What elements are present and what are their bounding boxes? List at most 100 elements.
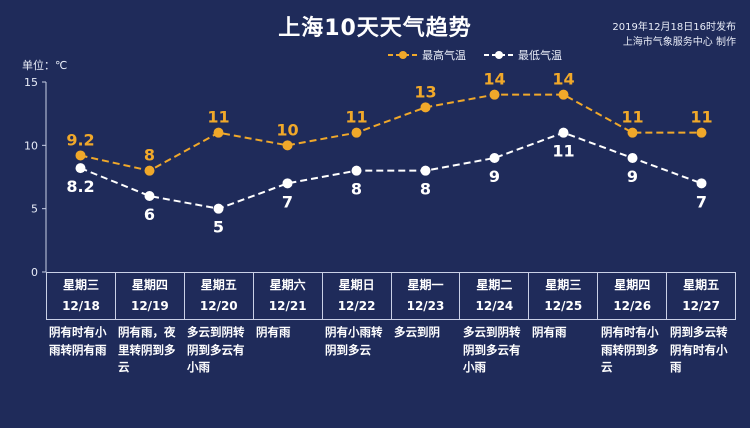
day-cell: 星期四 12/19 <box>114 273 184 320</box>
high-temp-point <box>489 89 500 100</box>
low-temp-label: 7 <box>282 192 293 211</box>
low-temp-point <box>144 191 155 201</box>
publisher: 上海市气象服务中心 制作 <box>622 37 736 48</box>
weekday: 星期四 <box>131 278 168 292</box>
low-temp-label: 5 <box>213 218 224 237</box>
date: 12/25 <box>544 299 583 313</box>
weather-desc: 多云到阴 <box>394 325 440 339</box>
high-temp-label: 8 <box>144 146 155 165</box>
legend-low-swatch <box>484 51 514 59</box>
high-temp-point <box>558 89 569 100</box>
low-temp-point <box>213 203 224 214</box>
day-cell: 星期三 12/25 <box>528 273 598 320</box>
day-cell: 星期四 12/26 <box>597 273 667 320</box>
day-cell: 星期五 12/27 <box>666 273 737 320</box>
weather-desc: 阴有时有小雨转阴到多云 <box>601 325 659 374</box>
weather-descriptions: 阴有时有小雨转阴有雨 阴有雨，夜里转阴到多云 多云到阴转阴到多云有小雨 阴有雨 … <box>46 324 736 377</box>
weekday: 星期一 <box>407 278 444 292</box>
low-temp-label: 8 <box>351 180 362 199</box>
weather-desc: 阴到多云转阴有时有小雨 <box>670 325 728 374</box>
legend-low-label: 最低气温 <box>518 49 562 62</box>
date: 12/20 <box>199 299 238 313</box>
weekday: 星期二 <box>476 278 513 292</box>
low-temp-label: 9 <box>627 167 638 186</box>
high-temp-label: 11 <box>345 108 367 127</box>
low-temp-label: 7 <box>696 192 707 211</box>
day-cell: 星期五 12/20 <box>183 273 253 320</box>
high-temp-label: 9.2 <box>66 130 94 149</box>
date: 12/19 <box>130 299 169 313</box>
low-temp-point <box>627 153 638 163</box>
weather-desc: 阴有雨，夜里转阴到多云 <box>118 325 176 374</box>
low-temp-label: 9 <box>489 167 500 186</box>
weather-desc: 阴有雨 <box>256 325 291 339</box>
weather-desc: 阴有雨 <box>532 325 567 339</box>
weekday: 星期三 <box>545 278 582 292</box>
day-grid: 星期三 12/18 星期四 12/19 星期五 12/20 星期六 12/21 星期日 1… <box>46 272 737 320</box>
low-temp-label: 8.2 <box>66 177 94 196</box>
high-temp-label: 14 <box>483 70 505 89</box>
low-temp-point <box>558 127 569 138</box>
legend-high-label: 最高气温 <box>422 49 466 62</box>
legend-high-swatch <box>388 51 418 59</box>
low-temp-point <box>351 165 362 176</box>
low-temp-point <box>420 165 431 176</box>
high-temp-point <box>144 165 155 176</box>
weather-desc: 阴有小雨转阴到多云 <box>325 325 383 357</box>
y-tick-label: 0 <box>31 266 38 279</box>
weekday: 星期五 <box>683 278 720 292</box>
high-temp-point <box>75 150 86 161</box>
day-cell: 星期三 12/18 <box>46 273 115 320</box>
source-info: 2019年12月18日16时发布 上海市气象服务中心 制作 <box>516 20 736 50</box>
low-temp-line <box>80 131 702 210</box>
chart-title: 上海10天天气趋势 <box>278 16 472 41</box>
weather-desc: 阴有时有小雨转阴有雨 <box>49 325 107 357</box>
weekday: 星期五 <box>200 278 237 292</box>
low-temp-label: 11 <box>552 142 574 161</box>
day-cell: 星期二 12/24 <box>459 273 529 320</box>
weekday: 星期三 <box>62 278 99 292</box>
y-tick-label: 10 <box>24 139 38 152</box>
weekday: 星期四 <box>614 278 651 292</box>
high-temp-point <box>213 127 224 138</box>
high-temp-line <box>80 93 702 172</box>
day-cell: 星期日 12/22 <box>321 273 391 320</box>
date: 12/26 <box>613 299 652 313</box>
weekday: 星期日 <box>338 278 375 292</box>
low-temp-point <box>282 178 293 189</box>
weather-desc: 多云到阴转阴到多云有小雨 <box>463 325 521 374</box>
high-temp-label: 13 <box>414 82 436 101</box>
weekday: 星期六 <box>269 278 306 292</box>
low-temp-point <box>696 178 707 189</box>
high-temp-label: 11 <box>207 108 229 127</box>
low-temp-point <box>75 163 86 174</box>
date: 12/24 <box>475 299 514 313</box>
date: 12/18 <box>62 299 100 313</box>
unit-label: 单位：℃ <box>22 59 68 72</box>
y-tick-label: 15 <box>24 76 38 89</box>
low-temp-point <box>489 153 500 163</box>
legend-item-high: 最高气温 <box>388 47 466 63</box>
high-temp-point <box>282 140 293 151</box>
date: 12/23 <box>406 299 445 313</box>
date: 12/22 <box>337 299 376 313</box>
high-temp-label: 11 <box>690 108 712 127</box>
date: 12/21 <box>268 299 307 313</box>
weather-desc: 多云到阴转阴到多云有小雨 <box>187 325 245 374</box>
high-temp-point <box>420 102 431 113</box>
legend-item-low: 最低气温 <box>484 47 562 63</box>
low-temp-label: 8 <box>420 180 431 199</box>
high-temp-point <box>627 127 638 138</box>
y-tick-label: 5 <box>31 203 38 216</box>
day-cell: 星期一 12/23 <box>390 273 460 320</box>
publish-time: 2019年12月18日16时发布 <box>612 22 736 33</box>
day-cell: 星期六 12/21 <box>252 273 322 320</box>
low-temp-label: 6 <box>144 205 155 224</box>
date: 12/27 <box>682 299 720 313</box>
legend: 最高气温 最低气温 <box>388 47 580 63</box>
high-temp-label: 14 <box>552 70 574 89</box>
high-temp-label: 10 <box>276 120 298 139</box>
high-temp-point <box>696 127 707 138</box>
high-temp-point <box>351 127 362 138</box>
